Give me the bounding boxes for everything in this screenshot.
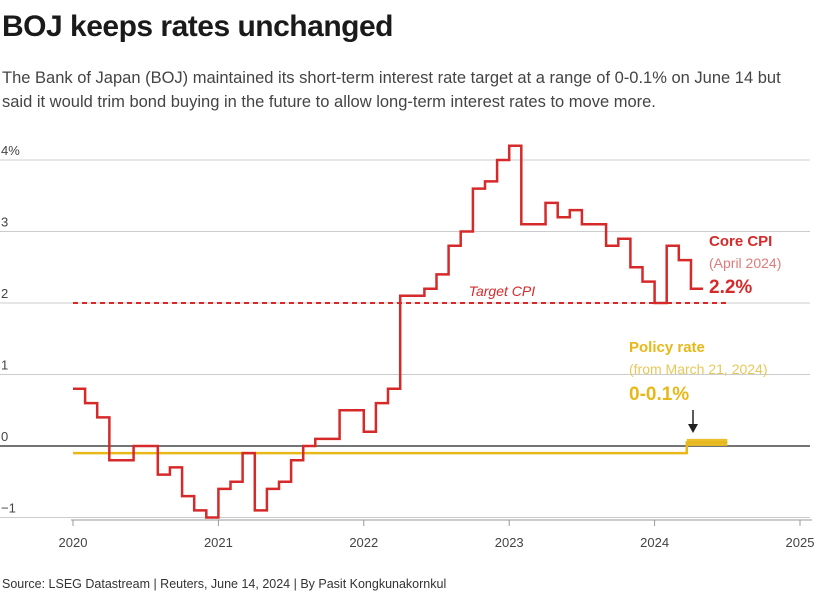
annotations: Target CPI Core CPI (April 2024) 2.2% Policy…: [469, 233, 781, 433]
y-tick-label: 4%: [1, 143, 20, 158]
arrow-icon: [688, 424, 698, 433]
policy-rate-annotation-title: Policy rate: [629, 339, 705, 356]
chart-subtitle: The Bank of Japan (BOJ) maintained its s…: [2, 69, 781, 111]
x-tick-label: 2022: [349, 535, 378, 550]
y-tick-label: 2: [1, 286, 8, 301]
y-tick-label: 0: [1, 429, 8, 444]
y-tick-label: −1: [1, 501, 16, 516]
axes: 4% 3 2 1 0 −1 2020 2021 2022 2023 2024 2025: [1, 143, 814, 550]
series: [73, 144, 728, 519]
policy-rate-annotation-date: (from March 21, 2024): [629, 361, 768, 377]
x-tick-label: 2023: [495, 535, 524, 550]
x-tick-label: 2025: [786, 535, 815, 550]
y-tick-label: 3: [1, 215, 8, 230]
y-tick-label: 1: [1, 358, 8, 373]
source-note: Source: LSEG Datastream | Reuters, June …: [2, 577, 447, 591]
policy-rate-annotation-value: 0-0.1%: [629, 384, 689, 405]
target-cpi-label: Target CPI: [469, 283, 536, 299]
x-tick-label: 2024: [640, 535, 669, 550]
policy-rate-line: [73, 441, 728, 455]
core-cpi-line: [73, 144, 704, 519]
line-chart: 4% 3 2 1 0 −1 2020 2021 2022 2023 2024 2025 Target …: [0, 143, 814, 550]
core-cpi-annotation-value: 2.2%: [709, 277, 752, 298]
core-cpi-annotation-title: Core CPI: [709, 233, 772, 250]
x-tick-label: 2020: [59, 535, 88, 550]
core-cpi-annotation-date: (April 2024): [709, 255, 781, 271]
chart-title: BOJ keeps rates unchanged: [2, 10, 393, 43]
x-tick-label: 2021: [204, 535, 233, 550]
